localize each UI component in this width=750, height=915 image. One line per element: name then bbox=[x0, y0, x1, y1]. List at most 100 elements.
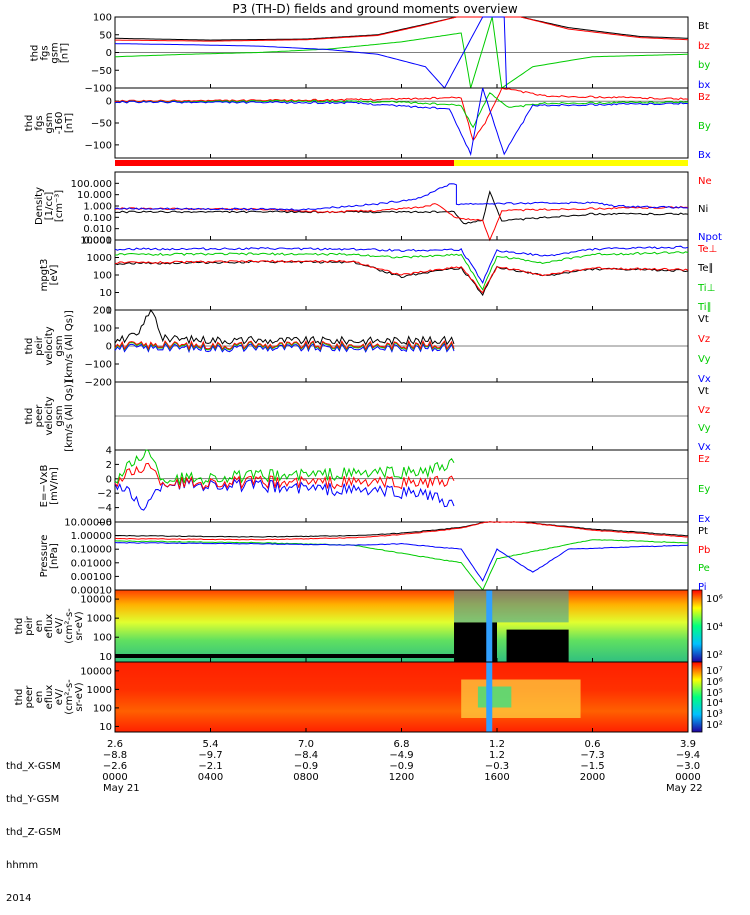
legend-entry: Ti∥ bbox=[698, 302, 712, 313]
colorbar-label: 10³ bbox=[706, 709, 723, 721]
y-tick-label: 0 bbox=[106, 97, 112, 108]
y-tick-label: −100 bbox=[85, 360, 112, 371]
legend-entry: Ti⊥ bbox=[698, 282, 716, 294]
legend-entry: Vt bbox=[698, 386, 709, 397]
date-end: May 22 bbox=[666, 783, 703, 794]
series-temperature-Te_perp bbox=[114, 259, 689, 294]
series-pressure-Pi bbox=[114, 541, 689, 582]
y-tick-label: 0.010 bbox=[83, 224, 112, 235]
y-tick-label: 4 bbox=[106, 446, 112, 457]
series-fgs-avg-By bbox=[114, 92, 689, 129]
y-tick-label: 1000 bbox=[87, 614, 112, 625]
peer-spec-colorbar bbox=[691, 661, 703, 733]
series-temperature-Te_par bbox=[114, 260, 689, 297]
series-efield-Ey bbox=[114, 449, 455, 486]
y-tick-label: −4 bbox=[97, 503, 112, 514]
x-axis-label-T: 0800 bbox=[293, 772, 319, 783]
x-axis-label-Y: 1.2 bbox=[489, 750, 505, 761]
y-tick-label: 2 bbox=[106, 460, 112, 471]
y-tick-label: 0.001 bbox=[83, 236, 112, 247]
x-axis-label-X: 6.8 bbox=[393, 739, 410, 750]
series-fgs-bz bbox=[115, 16, 689, 42]
legend-entry: Vz bbox=[698, 334, 711, 345]
y-tick-label: 0.100 bbox=[83, 213, 112, 224]
legend-entry: Pt bbox=[698, 526, 708, 537]
x-axis-label-X: 2.6 bbox=[107, 739, 123, 750]
x-axis-label-T: 1200 bbox=[388, 772, 415, 783]
series-fgs-avg-Bx bbox=[114, 87, 689, 157]
y-tick-label: 100 bbox=[93, 324, 112, 335]
y-tick-label: 0 bbox=[106, 474, 112, 485]
panel-temperature: 10000 1000 100 10 1 bbox=[80, 236, 689, 317]
y-tick-label: −100 bbox=[85, 84, 112, 95]
y-tick-label: 10000 bbox=[80, 595, 112, 606]
legend-entry: Te⊥ bbox=[698, 244, 718, 255]
ylabel-line: [nT] bbox=[64, 112, 75, 134]
x-axis-label-X: 1.2 bbox=[489, 739, 505, 750]
fgs-avg-ylabel: thd fgs gsm -160 [nT] bbox=[24, 78, 75, 168]
spec-green-region bbox=[477, 686, 512, 708]
legend-entry: Vx bbox=[698, 374, 711, 385]
y-tick-label: −2 bbox=[97, 489, 112, 500]
legend-entry: Pi bbox=[698, 582, 707, 593]
legend-entry: Bt bbox=[698, 21, 709, 32]
eph-label-hhmm: hhmm bbox=[6, 860, 39, 871]
legend-entry: Vt bbox=[698, 314, 709, 325]
ylabel-line: [km/s (All Qs)] bbox=[64, 380, 75, 452]
y-tick-label: 0 bbox=[106, 342, 112, 353]
colorbar-label: 10² bbox=[706, 720, 723, 731]
legend-entry: Ni bbox=[698, 204, 709, 215]
efield-frame bbox=[114, 449, 689, 523]
x-axis-label-T: 1600 bbox=[484, 772, 510, 783]
eph-label-x: thd_X-GSM bbox=[6, 761, 61, 772]
spec-cyan-region bbox=[454, 590, 569, 623]
mode-bar-red bbox=[115, 160, 455, 166]
peer-spec-ylabel: thd peer en eflux eV/(cm²-s-sr-eV) bbox=[14, 652, 85, 742]
spec-crossing bbox=[486, 662, 493, 732]
y-tick-label: −50 bbox=[91, 66, 112, 77]
y-tick-label: 1.00000 bbox=[71, 531, 112, 542]
x-axis-label-X: 5.4 bbox=[202, 739, 219, 750]
y-tick-label: 10 bbox=[99, 652, 112, 663]
x-axis-label-T: 0400 bbox=[197, 772, 224, 783]
y-tick-label: 10 bbox=[99, 288, 112, 299]
x-axis-label-Z: −0.9 bbox=[293, 761, 319, 772]
x-axis-label-Y: −7.3 bbox=[580, 750, 605, 761]
y-tick-label: 0 bbox=[106, 48, 112, 59]
legend-entry: Ex bbox=[698, 514, 711, 525]
x-axis-label-Y: −4.9 bbox=[389, 750, 414, 761]
y-tick-label: 10.00000 bbox=[64, 518, 112, 529]
legend-entry: Vx bbox=[698, 442, 711, 453]
x-axis-label-Y: −8.4 bbox=[293, 750, 319, 761]
ephemeris-labels: thd_X-GSM thd_Y-GSM thd_Z-GSM hhmm 2014 bbox=[6, 739, 61, 915]
y-tick-label: 1 bbox=[106, 306, 112, 317]
y-tick-label: 100 bbox=[93, 13, 112, 24]
spec-dark-strip bbox=[115, 654, 455, 658]
legend-entry: Ne bbox=[698, 176, 712, 187]
x-axis-label-Y: −9.4 bbox=[675, 750, 701, 761]
colorbar-label: 10⁵ bbox=[706, 687, 723, 699]
x-axis-label-Y: −9.7 bbox=[198, 750, 223, 761]
legend-entry: By bbox=[698, 121, 711, 132]
x-axis-label-X: 0.6 bbox=[584, 739, 601, 750]
colorbar-label: 10⁷ bbox=[706, 666, 723, 677]
peir-spec-colorbar bbox=[691, 589, 703, 663]
legend-entry: Vz bbox=[698, 404, 711, 416]
peir-spec-image bbox=[115, 590, 688, 662]
series-temperature-Ti_par bbox=[114, 245, 689, 284]
legend-entry: Vy bbox=[698, 354, 711, 365]
y-tick-label: −100 bbox=[85, 140, 112, 151]
x-axis-label-Z: −0.9 bbox=[389, 761, 414, 772]
legend-entry: bx bbox=[698, 80, 711, 91]
y-tick-label: 100 bbox=[93, 271, 112, 282]
legend-entry: bz bbox=[698, 40, 710, 52]
y-tick-label: −50 bbox=[91, 119, 112, 130]
eph-label-z: thd_Z-GSM bbox=[6, 827, 61, 838]
series-density-Ne bbox=[114, 203, 689, 242]
mode-bar-yellow bbox=[454, 160, 688, 166]
y-tick-label: 0.00100 bbox=[71, 572, 112, 583]
legend-entry: Bx bbox=[698, 150, 711, 161]
legend-entry: Ez bbox=[698, 454, 710, 465]
y-tick-label: −6 bbox=[97, 518, 112, 529]
plot-canvas: 100500−50−1000−50−100100.00010.0001.0000… bbox=[64, 13, 703, 733]
